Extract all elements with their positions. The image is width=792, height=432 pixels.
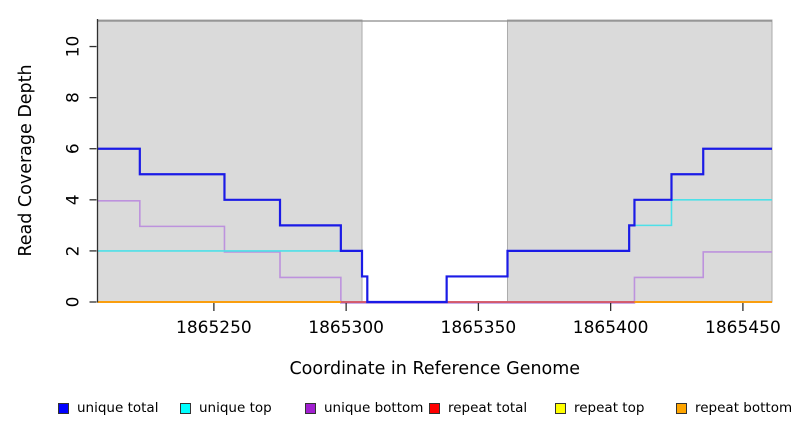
x-axis-tick-label: 1865350	[441, 318, 517, 338]
legend-swatch-unique-bottom	[305, 402, 316, 414]
legend-swatch-repeat-bottom	[676, 402, 687, 414]
legend-label: repeat top	[574, 400, 645, 416]
legend-swatch-repeat-top	[555, 402, 566, 414]
y-axis-tick-label: 8	[64, 92, 84, 103]
coverage-plot: 0 2 4 6 8 10 1865250 1865300 1865350 1865400 18654…	[16, 19, 781, 379]
legend-label: repeat total	[448, 400, 528, 416]
legend-swatch-unique-top	[180, 402, 191, 414]
y-axis-tick-label: 6	[64, 143, 84, 154]
y-axis-tick-label: 10	[64, 36, 84, 58]
legend: unique total unique top unique bottom repea…	[0, 400, 792, 422]
legend-label: unique top	[199, 400, 272, 416]
y-axis-title: Read Coverage Depth	[16, 64, 36, 256]
legend-label: unique bottom	[324, 400, 424, 416]
series-line-unique-total	[97, 147, 772, 304]
legend-item-repeat-bottom: repeat bottom	[676, 400, 792, 416]
repeat-region-shading	[506, 19, 773, 303]
x-axis-tick-label: 1865400	[573, 318, 649, 338]
legend-item-unique-top: unique top	[180, 400, 272, 416]
series-line-unique-bottom	[97, 200, 772, 304]
x-axis-tick-label: 1865450	[705, 318, 781, 338]
x-axis-tick-label: 1865300	[308, 318, 384, 338]
x-axis-title: Coordinate in Reference Genome	[289, 359, 580, 379]
legend-label: unique total	[77, 400, 159, 416]
legend-label: repeat bottom	[695, 400, 792, 416]
repeat-region-shading	[97, 19, 363, 303]
y-axis-tick-label: 4	[64, 194, 84, 205]
x-axis-tick-label: 1865250	[176, 318, 252, 338]
y-axis-tick-label: 2	[64, 245, 84, 256]
legend-swatch-repeat-total	[429, 402, 440, 414]
y-axis-tick-label: 0	[64, 297, 84, 308]
legend-item-unique-total: unique total	[58, 400, 158, 416]
legend-item-unique-bottom: unique bottom	[305, 400, 423, 416]
legend-item-repeat-top: repeat top	[555, 400, 644, 416]
legend-item-repeat-total: repeat total	[429, 400, 527, 416]
legend-swatch-unique-total	[58, 402, 69, 414]
